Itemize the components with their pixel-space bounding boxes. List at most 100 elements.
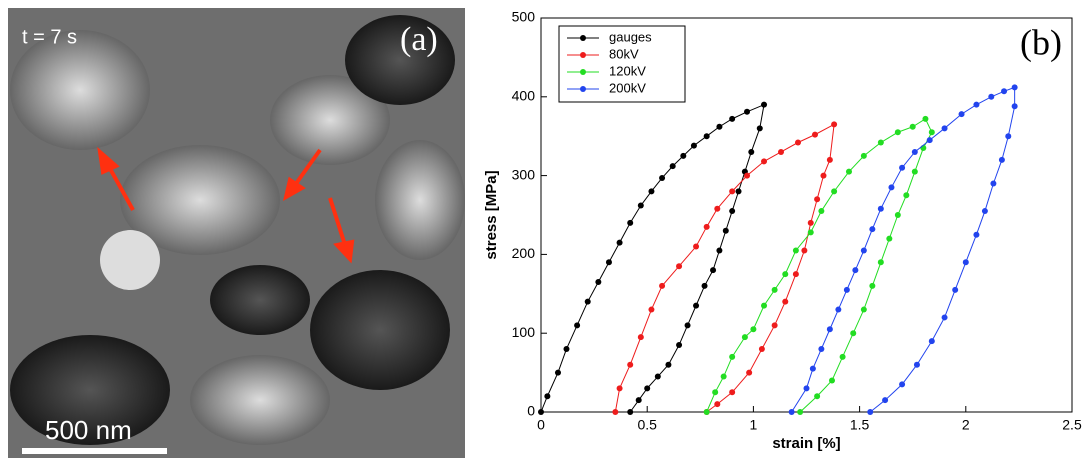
- data-point: [669, 163, 676, 170]
- data-point: [748, 148, 755, 155]
- data-point: [750, 326, 757, 333]
- data-point: [761, 158, 768, 165]
- data-point: [988, 93, 995, 100]
- series-line: [706, 118, 933, 413]
- data-point: [1005, 133, 1012, 140]
- data-point: [746, 369, 753, 376]
- data-point: [973, 231, 980, 238]
- data-point: [771, 286, 778, 293]
- data-point: [850, 330, 857, 337]
- data-point: [843, 286, 850, 293]
- data-point: [801, 247, 808, 254]
- data-point: [814, 196, 821, 203]
- data-point: [782, 271, 789, 278]
- data-point: [563, 345, 570, 352]
- data-point: [710, 267, 717, 274]
- data-point: [761, 302, 768, 309]
- data-point: [758, 345, 765, 352]
- data-point: [616, 385, 623, 392]
- data-point: [1011, 84, 1018, 91]
- data-point: [729, 188, 736, 195]
- data-point: [627, 361, 634, 368]
- data-point: [877, 139, 884, 146]
- data-point: [595, 278, 602, 285]
- x-tick-label: 1.5: [850, 417, 870, 433]
- data-point: [845, 168, 852, 175]
- data-point: [860, 306, 867, 313]
- data-point: [941, 314, 948, 321]
- data-point: [741, 334, 748, 341]
- data-point: [811, 131, 818, 138]
- data-point: [911, 168, 918, 175]
- data-point: [795, 139, 802, 146]
- data-point: [952, 286, 959, 293]
- data-point: [894, 212, 901, 218]
- data-point: [605, 259, 612, 266]
- panel-label: (b): [1020, 22, 1062, 62]
- y-tick-label: 500: [512, 9, 536, 25]
- x-axis-label: strain [%]: [772, 435, 840, 452]
- data-point: [544, 393, 551, 400]
- chart: 0 0.5 1 1.5 2 2.5 0 100 200 300 400 500 strain [%] st…: [483, 9, 1082, 452]
- legend-marker: [580, 35, 586, 41]
- data-point: [654, 373, 661, 380]
- data-point: [637, 334, 644, 341]
- data-point: [860, 247, 867, 254]
- data-point: [826, 326, 833, 333]
- data-point: [722, 227, 729, 234]
- data-point: [928, 338, 935, 345]
- y-tick-label: 300: [512, 166, 536, 182]
- data-point: [703, 409, 710, 415]
- data-point: [744, 172, 751, 179]
- data-point: [962, 259, 969, 266]
- series-line: [614, 123, 835, 413]
- data-point: [782, 298, 789, 305]
- data-point: [635, 397, 642, 404]
- data-point: [735, 188, 742, 195]
- data-point: [716, 247, 723, 254]
- data-point: [729, 389, 736, 396]
- data-point: [756, 125, 763, 132]
- data-point: [703, 223, 710, 230]
- data-point: [869, 282, 876, 289]
- data-point: [1011, 103, 1018, 110]
- data-point: [809, 365, 816, 372]
- data-point: [877, 205, 884, 212]
- y-axis-label: stress [MPa]: [483, 170, 500, 259]
- data-point: [720, 373, 727, 380]
- series-line: [540, 103, 765, 413]
- data-point: [860, 152, 867, 159]
- data-point: [797, 409, 804, 415]
- data-point: [648, 188, 655, 195]
- data-point: [973, 101, 980, 108]
- data-point: [818, 208, 825, 215]
- data-point: [729, 353, 736, 360]
- time-label: t = 7 s: [22, 26, 77, 48]
- data-point: [909, 123, 916, 130]
- data-point: [920, 145, 927, 152]
- data-point: [612, 409, 619, 415]
- data-point: [729, 115, 736, 122]
- data-point: [684, 322, 691, 329]
- data-point: [877, 259, 884, 266]
- data-point: [637, 202, 644, 209]
- data-point: [574, 322, 581, 329]
- data-point: [676, 263, 683, 270]
- x-tick-label: 0: [537, 417, 545, 433]
- x-tick-label: 2.5: [1062, 417, 1082, 433]
- data-point: [554, 369, 561, 376]
- data-point: [778, 148, 785, 155]
- data-point: [814, 393, 821, 400]
- data-point: [926, 137, 933, 144]
- data-point: [839, 353, 846, 360]
- data-point: [676, 342, 683, 349]
- data-point: [888, 184, 895, 191]
- y-tick-label: 0: [527, 403, 535, 419]
- data-point: [716, 123, 723, 130]
- data-point: [659, 282, 666, 289]
- data-point: [1001, 88, 1008, 95]
- y-tick-label: 100: [512, 324, 536, 340]
- data-point: [761, 101, 768, 108]
